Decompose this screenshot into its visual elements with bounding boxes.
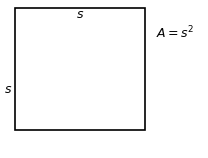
FancyBboxPatch shape [15,8,145,130]
Text: $s$: $s$ [76,8,84,21]
Text: $s$: $s$ [4,83,12,96]
Text: $A = s^2$: $A = s^2$ [156,25,194,42]
